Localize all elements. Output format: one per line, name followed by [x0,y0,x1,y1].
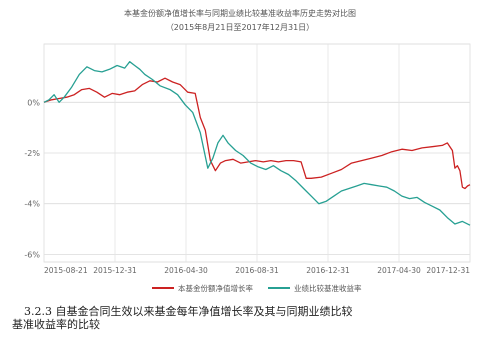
y-tick-label: -6% [24,250,40,259]
series-lines [43,61,471,226]
legend-label-1: 本基金份额净值增长率 [178,283,253,293]
y-tick-label: -4% [24,200,40,209]
y-tick-label: 0% [27,98,40,107]
section-caption: 3.2.3 自基金合同生效以来基金每年净值增长率及其与同期业绩比较 基准收益率的… [12,305,478,331]
x-tick-label: 2016-08-31 [235,266,279,275]
x-tick-label: 2017-04-30 [377,266,421,275]
x-tick-label: 2017-12-31 [426,266,470,275]
series-line-2 [43,61,471,226]
x-axis-ticks: 2015-08-21 2015-12-31 2016-04-30 2016-08-31… [44,266,470,275]
y-axis-ticks: 0% -2% -4% -6% [24,98,40,259]
series-line-1 [43,77,471,190]
x-tick-label: 2016-12-31 [306,266,350,275]
chart-title: 本基金份额净值增长率与同期业绩比较基准收益率历史走势对比图 [124,9,356,18]
legend: 本基金份额净值增长率 业绩比较基准收益率 [152,283,362,293]
y-tick-label: -2% [24,149,40,158]
chart-subtitle: （2015年8月21日至2017年12月31日） [165,23,315,32]
x-tick-label: 2015-12-31 [93,266,137,275]
caption-line-2: 基准收益率的比较 [12,318,100,331]
x-tick-label: 2016-04-30 [164,266,208,275]
chart-grid [43,43,471,263]
caption-line-1: 3.2.3 自基金合同生效以来基金每年净值增长率及其与同期业绩比较 [24,305,353,318]
line-chart: 0% -2% -4% -6% 2015-08-21 2015-12-31 2016-04-… [24,43,471,293]
legend-label-2: 业绩比较基准收益率 [294,283,362,293]
x-tick-label: 2015-08-21 [44,266,88,275]
